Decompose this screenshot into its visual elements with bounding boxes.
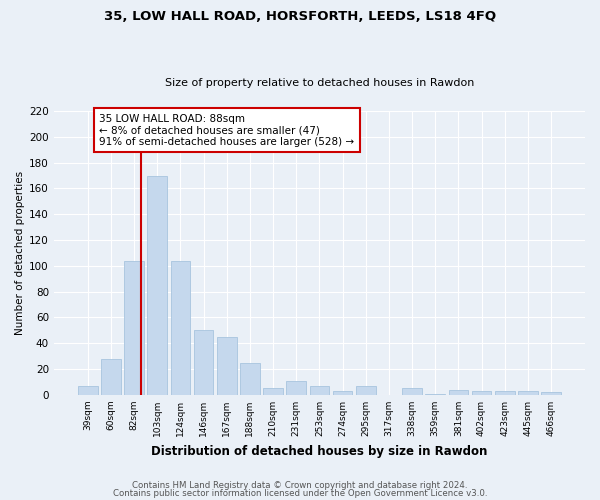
Y-axis label: Number of detached properties: Number of detached properties xyxy=(15,171,25,335)
Text: 35, LOW HALL ROAD, HORSFORTH, LEEDS, LS18 4FQ: 35, LOW HALL ROAD, HORSFORTH, LEEDS, LS1… xyxy=(104,10,496,23)
Bar xyxy=(170,260,190,395)
Bar xyxy=(449,390,468,395)
Bar xyxy=(263,388,283,395)
Bar xyxy=(217,337,236,395)
Title: Size of property relative to detached houses in Rawdon: Size of property relative to detached ho… xyxy=(165,78,474,88)
Text: Contains public sector information licensed under the Open Government Licence v3: Contains public sector information licen… xyxy=(113,488,487,498)
Text: Contains HM Land Registry data © Crown copyright and database right 2024.: Contains HM Land Registry data © Crown c… xyxy=(132,481,468,490)
X-axis label: Distribution of detached houses by size in Rawdon: Distribution of detached houses by size … xyxy=(151,444,488,458)
Bar xyxy=(148,176,167,395)
Bar xyxy=(78,386,98,395)
Bar xyxy=(101,359,121,395)
Bar xyxy=(425,394,445,395)
Bar xyxy=(518,391,538,395)
Text: 35 LOW HALL ROAD: 88sqm
← 8% of detached houses are smaller (47)
91% of semi-det: 35 LOW HALL ROAD: 88sqm ← 8% of detached… xyxy=(100,114,355,147)
Bar xyxy=(124,260,144,395)
Bar xyxy=(541,392,561,395)
Bar xyxy=(402,388,422,395)
Bar xyxy=(240,362,260,395)
Bar xyxy=(286,380,306,395)
Bar xyxy=(194,330,214,395)
Bar xyxy=(495,391,515,395)
Bar xyxy=(333,391,352,395)
Bar xyxy=(356,386,376,395)
Bar xyxy=(310,386,329,395)
Bar xyxy=(472,391,491,395)
